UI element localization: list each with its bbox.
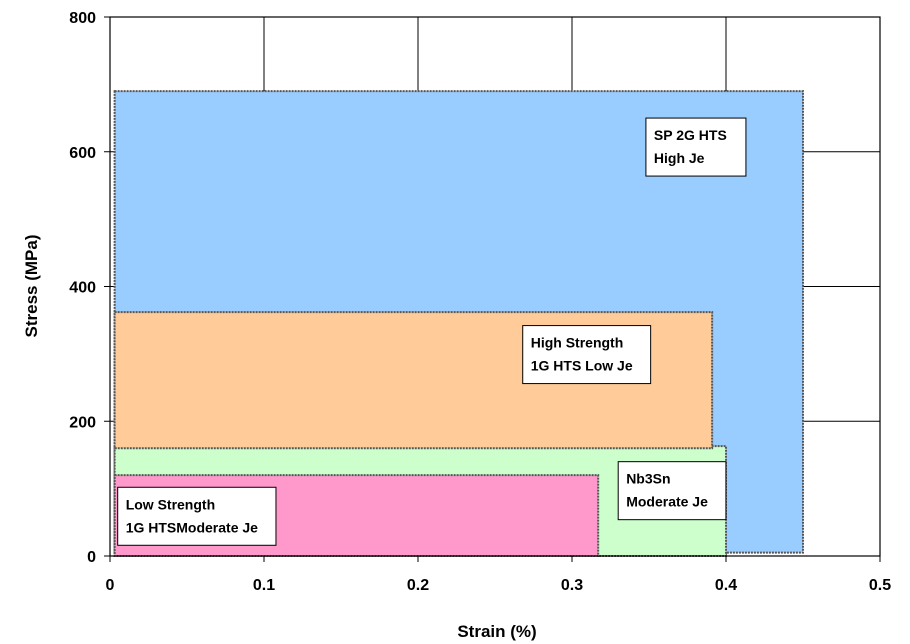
y-tick-label-0: 0 — [87, 549, 96, 566]
label-box-ls1g: Low Strength 1G HTSModerate Je — [117, 486, 277, 546]
x-tick-label-3: 0.3 — [561, 577, 583, 594]
x-tick-label-2: 0.2 — [407, 577, 429, 594]
y-tick-label-4: 800 — [69, 10, 96, 27]
y-axis-title: Stress (MPa) — [22, 235, 41, 338]
label-line-sp2g-1: High Je — [654, 150, 705, 166]
label-box-nb3sn: Nb3Sn Moderate Je — [617, 461, 727, 521]
label-frame-nb3sn — [617, 461, 727, 521]
x-tick-label-1: 0.1 — [253, 577, 275, 594]
label-line-ls1g-0: Low Strength — [126, 496, 215, 512]
label-line-sp2g-0: SP 2G HTS — [654, 127, 727, 143]
label-line-hs1g-1: 1G HTS Low Je — [531, 358, 633, 374]
label-line-nb3sn-1: Moderate Je — [626, 494, 708, 510]
x-tick-label-5: 0.5 — [869, 577, 891, 594]
y-tick-label-1: 200 — [69, 414, 96, 431]
x-tick-label-4: 0.4 — [715, 577, 737, 594]
label-frame-ls1g — [117, 486, 277, 546]
label-box-sp2g: SP 2G HTS High Je — [645, 117, 747, 177]
region-labels: SP 2G HTS High Je Nb3Sn Moderate Je High Str… — [117, 117, 747, 546]
label-frame-hs1g — [522, 325, 652, 385]
y-tick-label-2: 400 — [69, 280, 96, 297]
label-line-hs1g-0: High Strength — [531, 335, 624, 351]
label-line-nb3sn-0: Nb3Sn — [626, 471, 670, 487]
x-axis-title: Strain (%) — [457, 622, 536, 641]
tick-labels: 0 0.1 0.2 0.3 0.4 0.5 0 200 400 600 800 — [69, 10, 891, 594]
y-tick-label-3: 600 — [69, 145, 96, 162]
label-line-ls1g-1: 1G HTSModerate Je — [126, 519, 258, 535]
label-frame-sp2g — [645, 117, 747, 177]
label-box-hs1g: High Strength 1G HTS Low Je — [522, 325, 652, 385]
x-tick-label-0: 0 — [106, 577, 115, 594]
